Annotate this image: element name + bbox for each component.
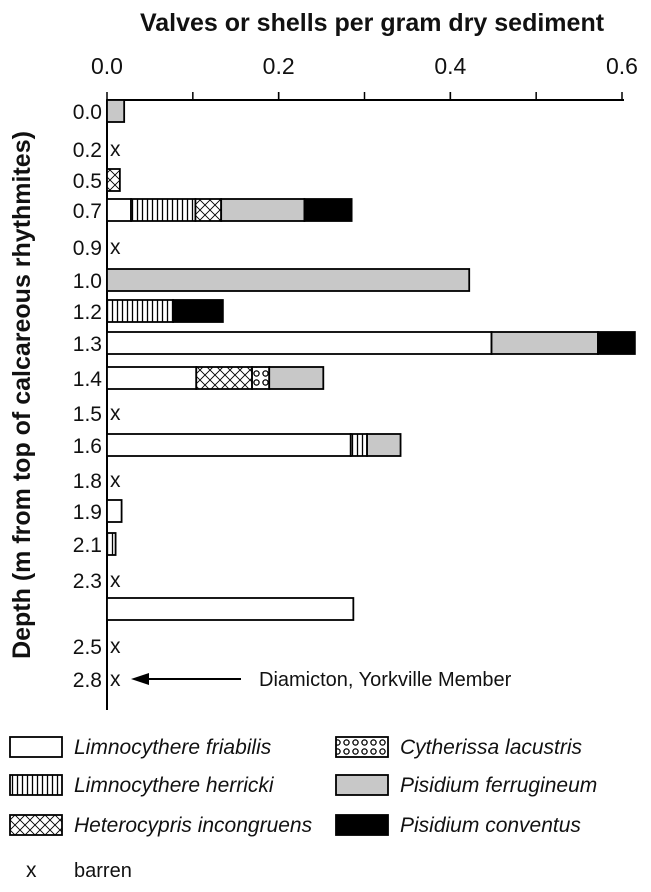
legend-label-conventus: Pisidium conventus	[400, 814, 581, 837]
bar-segment-friabilis	[106, 198, 132, 222]
chart-title: Valves or shells per gram dry sediment	[140, 9, 605, 37]
x-tick-label: 0.2	[263, 53, 295, 79]
barren-marker: x	[110, 635, 121, 658]
legend-barren-label: barren	[74, 860, 132, 882]
barren-marker: x	[110, 138, 121, 161]
bar-segment-heterocypris	[106, 168, 121, 192]
legend-swatch-friabilis	[9, 736, 63, 758]
y-axis-title: Depth (m from top of calcareous rhythmit…	[8, 131, 36, 659]
depth-label: 1.0	[73, 270, 102, 293]
annotation-arrow-head	[131, 673, 149, 685]
legend-swatch-cytherissa	[335, 736, 389, 758]
depth-label: 2.3	[73, 570, 102, 593]
legend-barren-symbol: x	[26, 859, 37, 882]
bar-segment-conventus	[597, 331, 636, 355]
legend-label-ferrugineum: Pisidium ferrugineum	[400, 774, 597, 797]
legend-swatch-conventus	[335, 814, 389, 836]
bar-segment-ferrugineum	[366, 433, 402, 457]
legend-label-friabilis: Limnocythere friabilis	[74, 736, 272, 759]
bar-segment-ferrugineum	[490, 331, 599, 355]
legend-swatch-herricki	[9, 774, 63, 796]
depth-label: 0.9	[73, 237, 102, 260]
bar-segment-ferrugineum	[220, 198, 306, 222]
barren-marker: x	[110, 402, 121, 425]
legend-swatch-heterocypris	[9, 814, 63, 836]
bar-segment-conventus	[172, 299, 224, 323]
barren-marker: x	[110, 236, 121, 259]
bar-segment-conventus	[303, 198, 353, 222]
legend-swatch-ferrugineum	[335, 774, 389, 796]
depth-labels: 0.0 0.2 0.5 0.7 0.9 1.0 1.2 1.3 1.4 1.5 1.6 1.8 1.9 2…	[73, 101, 103, 692]
depth-label: 0.0	[73, 101, 102, 124]
legend-label-cytherissa: Cytherissa lacustris	[400, 736, 583, 759]
depth-label: 1.2	[73, 301, 102, 324]
depth-label: 1.5	[73, 403, 102, 426]
depth-label: 1.3	[73, 333, 102, 356]
bar-segment-herricki	[349, 433, 368, 457]
depth-label: 1.8	[73, 470, 102, 493]
depth-label: 1.6	[73, 435, 102, 458]
depth-label: 2.5	[73, 636, 102, 659]
bar-segment-heterocypris	[195, 366, 253, 390]
annotation: Diamicton, Yorkville Member	[131, 669, 512, 691]
bar-segment-heterocypris	[194, 198, 223, 222]
bar-segment-friabilis	[106, 499, 123, 523]
depth-label: 1.9	[73, 501, 102, 524]
annotation-text: Diamicton, Yorkville Member	[259, 669, 512, 691]
bar-segment-ferrugineum	[268, 366, 325, 390]
bar-segment-ferrugineum	[106, 268, 471, 292]
barren-marker: x	[110, 668, 121, 691]
x-tick-label: 0.6	[606, 53, 638, 79]
legend-label-herricki: Limnocythere herricki	[74, 774, 275, 797]
depth-label: 0.5	[73, 170, 102, 193]
bar-segment-herricki	[130, 198, 197, 222]
barren-marker: x	[110, 569, 121, 592]
bar-segment-friabilis	[106, 331, 493, 355]
depth-label: 0.2	[73, 139, 102, 162]
depth-label: 1.4	[73, 368, 103, 391]
legend-label-heterocypris: Heterocypris incongruens	[74, 814, 313, 837]
bar-segment-ferrugineum	[106, 99, 126, 123]
bar-segment-herricki	[106, 299, 174, 323]
depth-label: 0.7	[73, 200, 102, 223]
bar-segment-friabilis	[106, 366, 198, 390]
legend: Limnocythere friabilis Limnocythere herri…	[9, 736, 597, 882]
bar-segment-friabilis	[106, 433, 352, 457]
bar-segment-herricki	[106, 532, 117, 556]
bar-segment-cytherissa	[251, 366, 271, 390]
bar-segment-friabilis	[106, 597, 355, 621]
x-tick-label: 0.4	[434, 53, 466, 79]
depth-label: 2.8	[73, 669, 102, 692]
barren-marker: x	[110, 469, 121, 492]
depth-label: 2.1	[73, 534, 102, 557]
x-tick-label: 0.0	[91, 53, 123, 79]
